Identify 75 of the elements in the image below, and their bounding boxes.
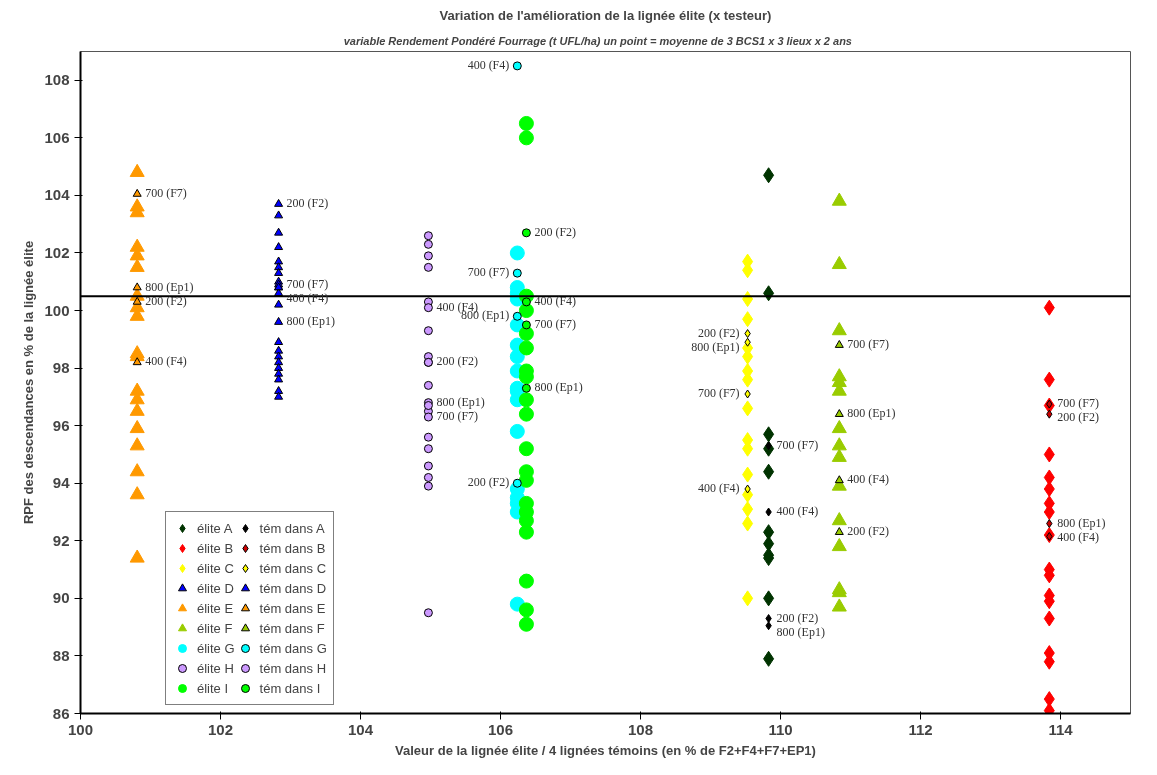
x-axis-title: Valeur de la lignée élite / 4 lignées témoins (en % de F2+F4+F7+EP1) [395,742,816,758]
annotation: 200 (F2) [776,610,819,625]
legend-label: élite F [197,619,233,637]
annotation: 200 (F2) [1057,410,1099,425]
legend-label: tém dans G [259,639,327,657]
y-tick-label: 98 [52,359,70,377]
y-tick-label: 108 [44,71,70,89]
x-tick-label: 114 [1048,720,1074,738]
legend-label: tém dans D [259,579,327,597]
annotation: 400 (F4) [697,481,740,495]
annotation: 700 (F7) [697,386,740,401]
y-axis-title: RPF des descendances en % de la lignée élite [21,240,37,525]
y-tick-label: 86 [52,704,70,722]
x-tick-label: 108 [627,720,654,738]
annotation: 700 (F7) [1057,396,1099,411]
annotation: 800 (Ep1) [847,406,896,421]
annotation: 200 (F2) [286,196,329,211]
chart-title: Variation de l'amélioration de la lignée élite (x testeur) [439,7,772,23]
legend-label: élite B [197,539,234,557]
annotation: 800 (Ep1) [776,624,825,639]
y-tick-label: 104 [44,186,71,204]
legend-label: tém dans E [259,599,326,617]
x-tick-label: 112 [908,720,933,738]
legend-label: élite I [197,679,229,697]
y-tick-label: 96 [52,416,70,434]
annotation: 800 (Ep1) [534,380,583,395]
annotation: 700 (F7) [286,276,329,291]
legend-label: élite D [197,579,234,597]
annotation: 200 (F2) [145,293,187,308]
legend-label: élite H [197,659,234,677]
legend-label: élite A [197,519,233,537]
annotation: 800 (Ep1) [691,339,740,354]
y-tick-label: 100 [44,301,70,319]
legend-label: tém dans A [259,519,325,537]
annotation: 400 (F4) [534,293,577,308]
y-tick-label: 88 [52,646,70,664]
annotation: 800 (Ep1) [1057,515,1106,530]
x-tick-label: 106 [487,720,514,738]
annotation: 700 (F7) [436,408,479,423]
annotation: 700 (F7) [534,316,577,331]
annotation: 800 (Ep1) [286,314,335,329]
annotation: 400 (F4) [776,504,819,519]
x-tick-label: 100 [67,720,94,738]
annotation: 700 (F7) [145,185,187,200]
legend-label: tém dans F [259,619,325,637]
legend-label: tém dans H [259,659,327,677]
y-tick-label: 102 [44,243,70,261]
annotation: 700 (F7) [467,265,510,280]
y-tick-label: 92 [52,531,70,549]
x-tick-label: 102 [207,720,234,738]
annotation: 400 (F4) [847,472,889,487]
chart-subtitle: variable Rendement Pondéré Fourrage (t UFL/ha) un point = moyenne de 3 BCS1 x 3 lieux x 2 ans [343,34,852,47]
annotation: 200 (F2) [467,475,510,490]
annotation: 400 (F4) [145,354,187,369]
annotation: 200 (F2) [847,524,889,539]
annotation: 400 (F4) [467,57,510,72]
annotation: 200 (F2) [534,224,577,239]
legend-label: élite E [197,599,234,617]
annotation: 200 (F2) [697,325,740,340]
annotation: 200 (F2) [436,354,479,369]
x-tick-label: 110 [768,720,793,738]
annotation: 400 (F4) [1057,529,1099,544]
y-tick-label: 94 [52,474,71,492]
legend-label: tém dans I [259,679,321,697]
y-tick-label: 106 [44,128,70,146]
x-tick-label: 104 [347,720,374,738]
y-tick-label: 90 [52,589,70,607]
legend-label: tém dans C [259,559,327,577]
annotation: 700 (F7) [847,337,889,352]
annotation: 800 (Ep1) [145,279,194,294]
legend-label: tém dans B [259,539,326,557]
annotation: 800 (Ep1) [436,394,485,409]
annotation: 700 (F7) [776,437,819,452]
legend-label: élite G [197,639,235,657]
legend-label: élite C [197,559,234,577]
